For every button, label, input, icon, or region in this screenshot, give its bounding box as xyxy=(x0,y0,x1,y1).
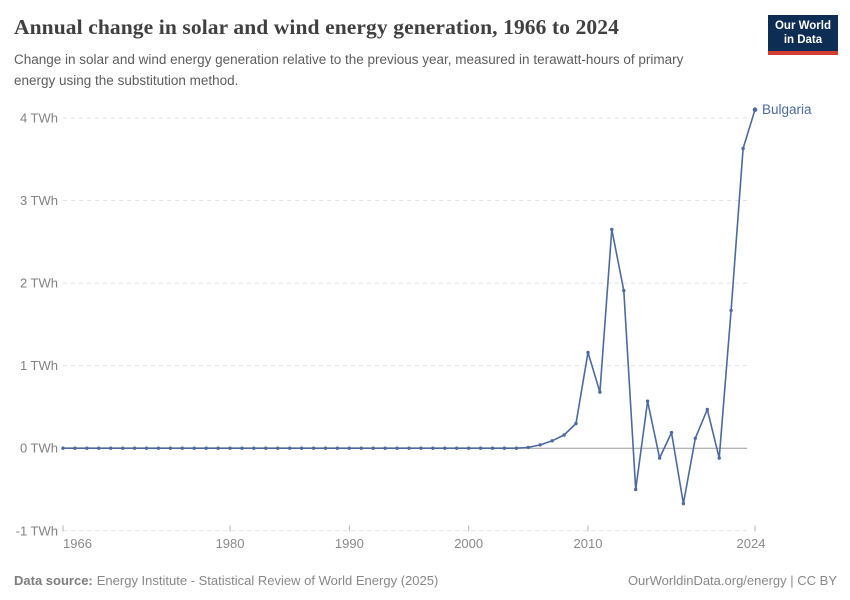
data-point xyxy=(431,446,435,450)
data-point xyxy=(538,443,542,447)
chart-canvas[interactable]: 4 TWh 3 TWh 2 TWh 1 TWh 0 TWh -1 TWh 1966 1980 1… xyxy=(0,88,850,566)
data-point xyxy=(467,446,471,450)
owid-logo[interactable]: Our World in Data xyxy=(767,15,838,55)
data-point xyxy=(85,446,89,450)
data-point xyxy=(395,446,399,450)
data-point xyxy=(73,446,77,450)
data-point xyxy=(192,446,196,450)
data-point xyxy=(705,407,709,412)
data-point xyxy=(121,446,125,450)
data-point xyxy=(216,446,220,450)
x-tick-label: 2000 xyxy=(454,536,483,551)
data-point xyxy=(276,446,280,450)
data-point xyxy=(478,446,483,450)
data-point xyxy=(455,446,459,450)
data-point xyxy=(383,446,387,450)
y-tick-label: -1 TWh xyxy=(16,523,58,538)
data-line xyxy=(62,108,756,505)
y-tick-label: 1 TWh xyxy=(20,358,58,373)
data-source-label: Data source: xyxy=(14,573,93,588)
x-tick-label: 1966 xyxy=(63,536,92,551)
data-point xyxy=(610,227,614,232)
chart-subtitle: Change in solar and wind energy generati… xyxy=(14,52,684,88)
x-tick-label: 2024 xyxy=(737,536,766,551)
data-point xyxy=(550,439,554,443)
data-point xyxy=(526,445,530,450)
x-tick-label: 1980 xyxy=(216,536,245,551)
data-point xyxy=(443,446,447,450)
data-point xyxy=(335,446,340,450)
owid-license-link[interactable]: OurWorldinData.org/energy | CC BY xyxy=(627,573,837,588)
data-point xyxy=(359,446,363,450)
data-point xyxy=(204,446,208,450)
data-point xyxy=(514,446,519,450)
data-point xyxy=(407,446,411,450)
data-point xyxy=(717,456,721,460)
series-label[interactable]: Bulgaria xyxy=(762,102,812,117)
data-point xyxy=(156,446,161,450)
data-point xyxy=(299,446,304,450)
data-point xyxy=(61,446,65,450)
data-point xyxy=(252,446,256,450)
y-tick-label: 2 TWh xyxy=(20,276,58,291)
data-point xyxy=(347,446,351,450)
line-chart-plot-area[interactable]: 4 TWh 3 TWh 2 TWh 1 TWh 0 TWh -1 TWh 1966 1980 1… xyxy=(0,88,850,566)
data-point xyxy=(622,288,626,293)
data-source-text: Energy Institute - Statistical Review of… xyxy=(96,573,439,588)
data-point xyxy=(264,446,268,450)
data-point xyxy=(180,446,184,450)
x-tick-label: 1990 xyxy=(335,536,364,551)
data-point xyxy=(490,446,495,450)
data-point xyxy=(371,446,375,450)
data-point xyxy=(97,446,101,450)
data-source: Data source: Energy Institute - Statistic… xyxy=(14,573,438,588)
data-point xyxy=(132,446,137,450)
data-point xyxy=(752,107,758,112)
y-tick-label: 3 TWh xyxy=(20,193,58,208)
data-point xyxy=(109,446,113,450)
data-point xyxy=(228,446,232,450)
data-point xyxy=(311,446,316,450)
data-point xyxy=(323,446,328,450)
data-point xyxy=(419,446,423,450)
data-point xyxy=(729,308,733,313)
data-point xyxy=(657,456,662,460)
data-point xyxy=(741,146,745,151)
data-point xyxy=(693,436,697,440)
data-point xyxy=(586,350,590,355)
data-point xyxy=(168,446,173,450)
data-point xyxy=(681,501,686,506)
x-tick-label: 2010 xyxy=(574,536,603,551)
page-title: Annual change in solar and wind energy g… xyxy=(14,15,619,39)
logo-line2: in Data xyxy=(783,34,823,47)
data-point xyxy=(669,430,674,435)
data-point xyxy=(240,446,244,450)
logo-line1: Our World xyxy=(774,20,831,32)
data-point xyxy=(562,433,566,437)
data-point xyxy=(645,399,650,403)
y-tick-label: 4 TWh xyxy=(20,111,58,126)
chart-footer: Data source: Energy Institute - Statistic… xyxy=(14,573,837,588)
data-point xyxy=(634,487,638,492)
y-tick-label: 0 TWh xyxy=(20,441,58,456)
data-point xyxy=(598,390,602,394)
data-point xyxy=(502,446,507,450)
data-point xyxy=(144,446,149,450)
data-point xyxy=(288,446,292,450)
data-point xyxy=(574,421,578,426)
